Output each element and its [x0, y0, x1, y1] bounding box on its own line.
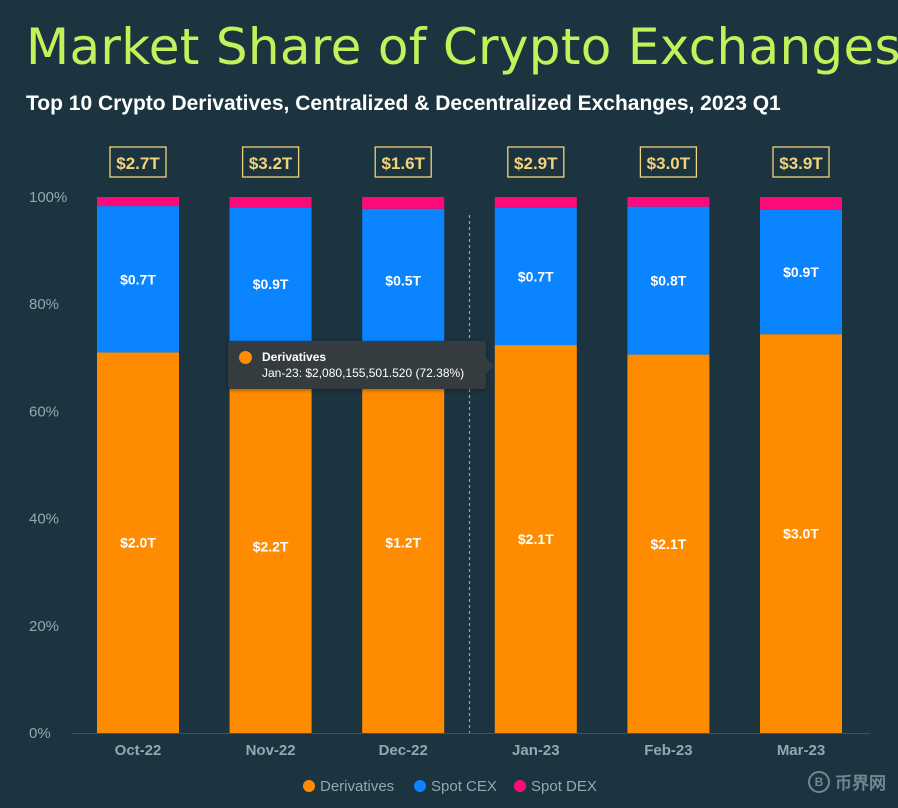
total-label-box: [374, 146, 432, 178]
bar-segment-derivatives: [494, 345, 577, 733]
x-tick-label: Oct-22: [115, 742, 162, 759]
total-label: $3.2T: [249, 154, 293, 173]
chart-title: Market Share of Crypto Exchanges: [26, 18, 898, 76]
bar-segment-spot-dex: [627, 197, 710, 207]
bar-value-label: $0.7T: [120, 271, 156, 287]
total-label-box: [241, 146, 300, 178]
y-tick-label: 20%: [29, 618, 59, 635]
bar-segment-spot-cex: [229, 207, 312, 361]
bar-segment-spot-cex: [362, 208, 445, 353]
bar-value-label: $2.0T: [120, 535, 156, 551]
x-tick-label: Dec-22: [379, 742, 428, 759]
bar-segment-spot-cex: [97, 206, 179, 353]
total-label-box: [507, 146, 565, 178]
total-label: $2.7T: [116, 154, 160, 173]
bar-segment-spot-cex: [627, 206, 710, 355]
bar-segment-spot-dex: [494, 197, 577, 208]
bar-value-label: $0.8T: [650, 273, 686, 289]
bar-value-label: $2.2T: [253, 539, 289, 555]
total-label-box: [772, 146, 830, 178]
bar-segment-spot-cex: [494, 207, 577, 346]
chart-subtitle: Top 10 Crypto Derivatives, Centralized &…: [26, 92, 781, 115]
y-tick-label: 0%: [29, 725, 51, 742]
watermark-logo-icon: B: [808, 770, 830, 793]
bar-value-label: $0.5T: [385, 273, 421, 289]
x-tick-label: Nov-22: [246, 742, 296, 759]
y-tick-label: 40%: [29, 511, 59, 528]
bar-segment-derivatives: [229, 360, 312, 733]
bar-value-label: $2.1T: [518, 531, 554, 547]
total-label: $3.0T: [647, 154, 691, 173]
total-label-box: [639, 146, 698, 178]
bar-value-label: $0.7T: [518, 268, 554, 284]
bar-segment-derivatives: [760, 334, 842, 733]
y-tick-label: 60%: [29, 403, 59, 420]
bar-segment-derivatives: [362, 352, 445, 733]
bar-value-label: $3.0T: [783, 526, 819, 542]
bar-segment-spot-cex: [760, 209, 842, 335]
legend-label: Derivatives: [320, 778, 394, 795]
x-tick-label: Feb-23: [644, 742, 692, 759]
legend-marker: [514, 780, 526, 792]
bar-segment-derivatives: [627, 354, 710, 733]
tooltip-series-dot: [239, 351, 252, 364]
bar-segment-spot-dex: [97, 197, 179, 207]
legend-label: Spot CEX: [431, 778, 497, 795]
watermark-text: 币界网: [835, 774, 886, 793]
bar-segment-spot-dex: [760, 197, 842, 210]
total-label: $1.6T: [381, 154, 425, 173]
bar-segment-derivatives: [97, 352, 179, 733]
tooltip-value: Jan-23: $2,080,155,501.520 (72.38%): [262, 366, 465, 380]
y-tick-label: 100%: [29, 189, 67, 206]
total-label-box: [109, 146, 167, 178]
y-tick-label: 80%: [29, 296, 59, 313]
legend-marker: [414, 780, 426, 792]
bar-segment-spot-dex: [362, 197, 445, 209]
legend-label: Spot DEX: [531, 778, 597, 795]
x-tick-label: Mar-23: [777, 742, 825, 759]
total-label: $2.9T: [514, 154, 558, 173]
legend-marker: [303, 780, 315, 792]
bar-value-label: $2.1T: [650, 536, 686, 552]
bar-segment-spot-dex: [229, 197, 312, 208]
watermark: B 币界网: [808, 769, 886, 794]
bar-value-label: $0.9T: [253, 276, 289, 292]
tooltip-series-name: Derivatives: [262, 350, 327, 364]
bar-value-label: $0.9T: [783, 264, 819, 280]
x-tick-label: Jan-23: [512, 742, 560, 759]
bar-value-label: $1.2T: [385, 535, 421, 551]
total-label: $3.9T: [779, 154, 823, 173]
tooltip: Derivatives Jan-23: $2,080,155,501.520 (…: [228, 341, 494, 389]
